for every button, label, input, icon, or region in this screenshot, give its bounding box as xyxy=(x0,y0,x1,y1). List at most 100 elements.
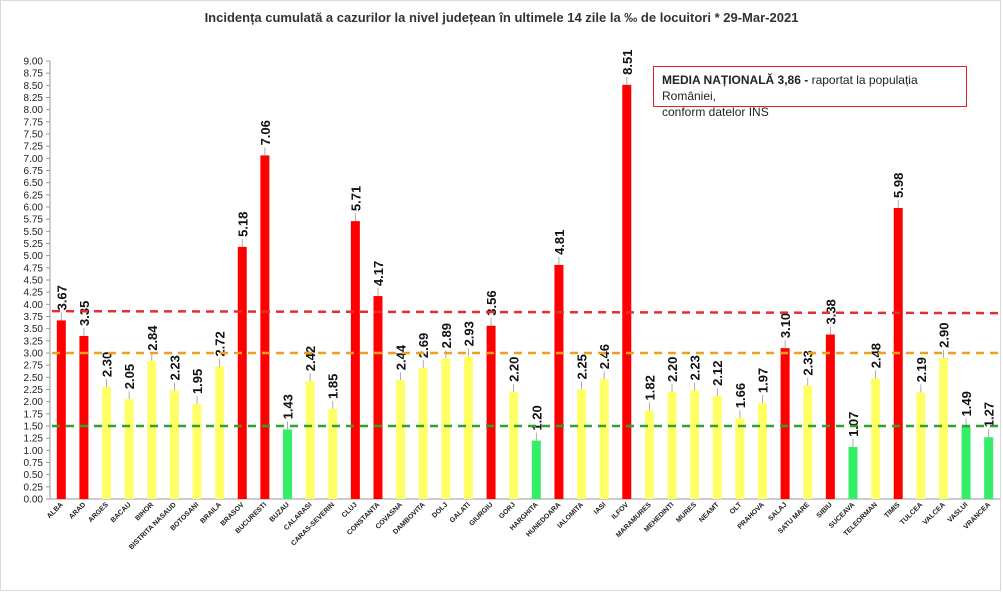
bar xyxy=(509,391,519,499)
data-label: 3.35 xyxy=(77,301,92,326)
data-label: 1.49 xyxy=(959,391,974,416)
y-tick-label: 4.75 xyxy=(24,263,44,274)
bar xyxy=(418,368,428,499)
data-label: 5.71 xyxy=(348,186,363,211)
bar xyxy=(667,391,677,499)
bar xyxy=(735,418,745,499)
data-label: 2.33 xyxy=(801,350,816,375)
x-tick-label: BUZAU xyxy=(269,501,291,523)
data-label: 2.69 xyxy=(416,333,431,358)
bar xyxy=(396,380,406,499)
data-label: 1.97 xyxy=(756,368,771,393)
x-tick-label: CLUJ xyxy=(341,501,359,519)
y-tick-label: 3.25 xyxy=(24,336,44,347)
data-label: 1.07 xyxy=(846,412,861,437)
y-tick-label: 7.25 xyxy=(24,142,44,153)
y-tick-label: 0.25 xyxy=(24,482,44,493)
data-label: 2.12 xyxy=(710,361,725,386)
data-label: 2.84 xyxy=(145,325,160,351)
y-tick-label: 8.25 xyxy=(24,93,44,104)
data-label: 2.93 xyxy=(461,321,476,346)
data-label: 5.18 xyxy=(235,212,250,237)
bar xyxy=(237,246,247,499)
data-label: 2.48 xyxy=(869,343,884,368)
bar xyxy=(79,335,89,499)
data-label: 2.05 xyxy=(122,364,137,389)
y-tick-label: 2.50 xyxy=(24,373,44,384)
data-label: 3.67 xyxy=(54,285,69,310)
y-tick-label: 4.25 xyxy=(24,288,44,299)
chart-title: Incidența cumulată a cazurilor la nivel … xyxy=(204,10,799,25)
x-tick-label: ILFOV xyxy=(611,501,631,521)
bar xyxy=(486,325,496,499)
data-label: 3.10 xyxy=(778,313,793,338)
y-tick-label: 3.00 xyxy=(24,349,44,360)
bar xyxy=(825,334,835,499)
bar xyxy=(124,399,134,499)
data-label: 2.20 xyxy=(507,357,522,382)
bar xyxy=(644,410,654,499)
x-tick-label: SALAJ xyxy=(767,501,788,522)
data-label: 1.95 xyxy=(190,369,205,394)
bar xyxy=(531,440,541,499)
bar xyxy=(916,392,926,499)
y-tick-label: 5.50 xyxy=(24,227,44,238)
national-average-value: MEDIA NAȚIONALĂ 3,86 - xyxy=(662,73,809,87)
x-tick-label: VALCEA xyxy=(922,501,947,526)
bar xyxy=(102,387,112,499)
bar xyxy=(260,155,270,499)
y-tick-label: 3.75 xyxy=(24,312,44,323)
y-tick-label: 0.75 xyxy=(24,458,44,469)
y-tick-label: 2.00 xyxy=(24,397,44,408)
y-tick-label: 4.00 xyxy=(24,300,44,311)
x-tick-label: VASLUI xyxy=(947,501,970,524)
bar xyxy=(961,426,971,499)
bar xyxy=(147,360,157,499)
bar xyxy=(463,356,473,499)
data-label: 1.82 xyxy=(642,375,657,400)
bar xyxy=(712,395,722,499)
bar xyxy=(56,320,66,499)
data-label: 2.23 xyxy=(688,355,703,380)
data-label: 4.17 xyxy=(371,261,386,286)
x-tick-label: MURES xyxy=(675,501,698,524)
y-tick-label: 5.25 xyxy=(24,239,44,250)
y-tick-label: 6.00 xyxy=(24,203,44,214)
y-tick-label: 8.50 xyxy=(24,81,44,92)
x-tick-label: BIHOR xyxy=(134,501,155,522)
bar xyxy=(328,408,338,499)
data-label: 2.42 xyxy=(303,346,318,371)
bar xyxy=(622,84,632,499)
data-label: 2.90 xyxy=(936,323,951,348)
y-tick-label: 7.50 xyxy=(24,130,44,141)
data-label: 5.98 xyxy=(891,173,906,198)
data-label: 8.51 xyxy=(620,50,635,75)
data-label: 2.25 xyxy=(575,354,590,379)
data-label: 1.20 xyxy=(529,405,544,430)
bar xyxy=(690,390,700,499)
data-label: 2.19 xyxy=(914,357,929,382)
bar xyxy=(871,378,881,499)
bar xyxy=(554,264,564,499)
y-tick-label: 6.50 xyxy=(24,178,44,189)
y-tick-label: 8.75 xyxy=(24,69,44,80)
y-tick-label: 6.25 xyxy=(24,190,44,201)
bar xyxy=(283,429,292,499)
data-label: 3.38 xyxy=(823,299,838,324)
bar xyxy=(848,446,858,499)
data-label: 2.23 xyxy=(167,355,182,380)
y-tick-label: 2.25 xyxy=(24,385,44,396)
national-average-text: raportat la populația României, xyxy=(662,73,918,103)
data-label: 2.46 xyxy=(597,344,612,369)
national-average-source: conform datelor INS xyxy=(662,105,769,119)
data-label: 2.44 xyxy=(394,344,409,370)
y-tick-label: 4.50 xyxy=(24,276,44,287)
y-tick-label: 3.50 xyxy=(24,324,44,335)
y-tick-label: 0.00 xyxy=(24,495,44,506)
x-tick-label: TIMIS xyxy=(883,501,901,519)
data-label: 4.81 xyxy=(552,230,567,255)
x-tick-label: ARAD xyxy=(68,501,87,520)
bar xyxy=(803,385,813,499)
x-tick-label: OLT xyxy=(729,501,744,516)
